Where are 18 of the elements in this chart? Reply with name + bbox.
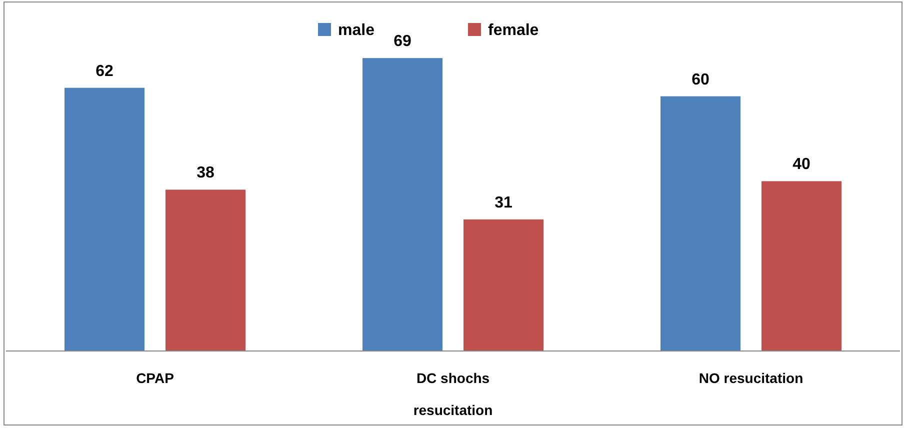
legend-label: male <box>338 22 375 39</box>
data-label: 38 <box>196 164 214 182</box>
x-tick-label: DC shochs <box>416 370 490 386</box>
data-label: 31 <box>494 194 512 212</box>
x-tick-label: CPAP <box>136 370 174 386</box>
data-label: 69 <box>394 33 412 50</box>
bar <box>660 96 740 351</box>
x-tick-label: NO resucitation <box>698 370 804 386</box>
data-label: 60 <box>692 71 710 88</box>
bar <box>464 219 544 351</box>
bar <box>166 190 246 351</box>
bar <box>362 58 442 351</box>
x-axis-title: resucitation <box>413 402 493 418</box>
bar <box>64 88 144 351</box>
legend-label: female <box>488 22 539 39</box>
bar <box>762 181 842 351</box>
data-label: 40 <box>792 156 810 174</box>
data-label: 62 <box>96 62 114 80</box>
